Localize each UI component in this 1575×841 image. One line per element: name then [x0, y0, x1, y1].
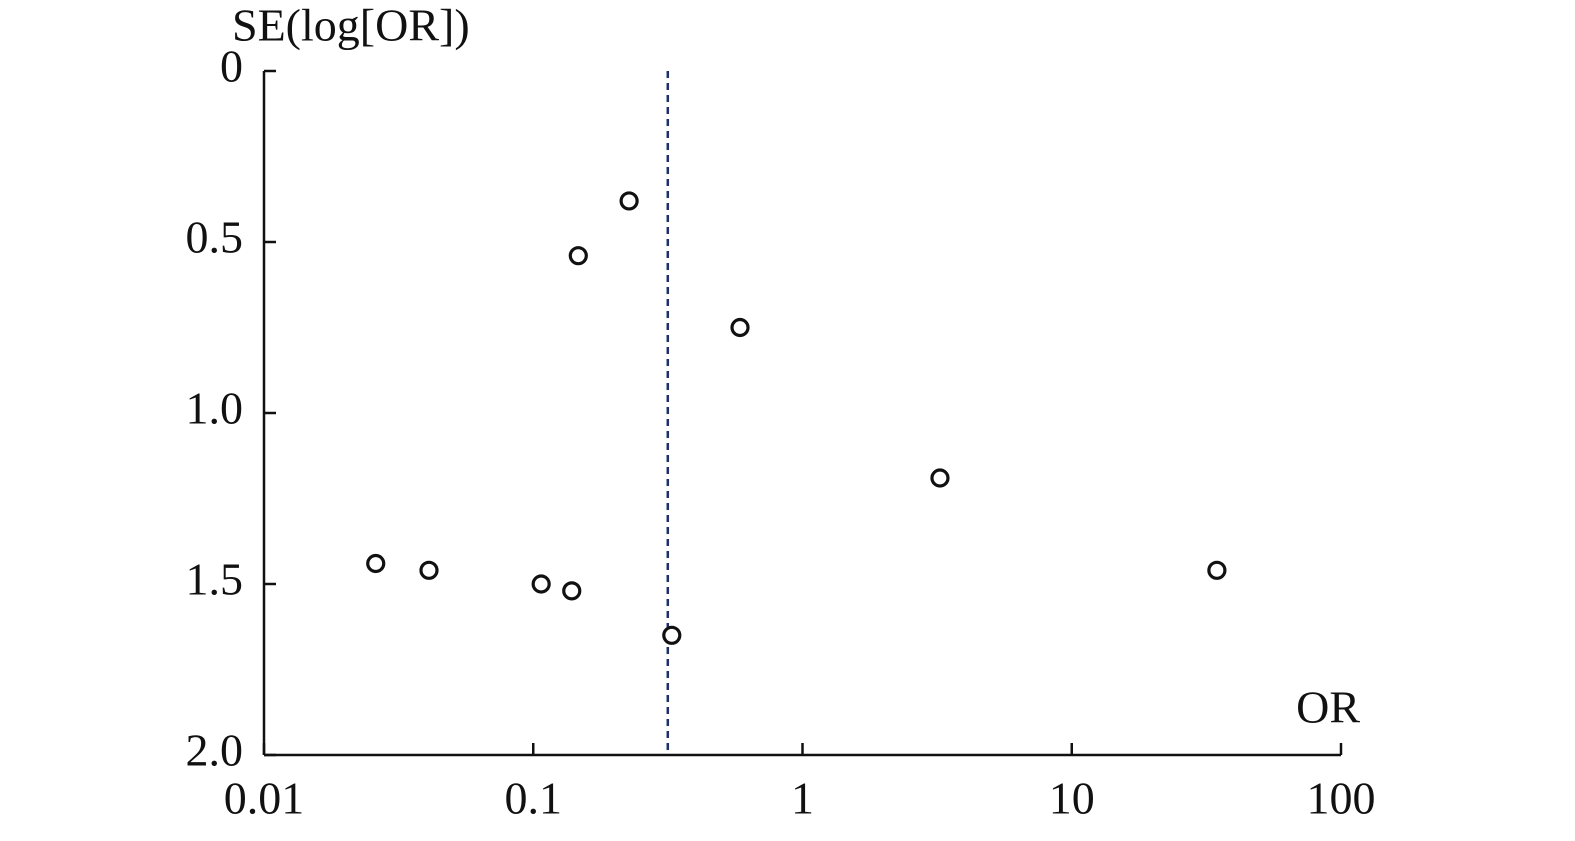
x-tick-label: 0.1: [505, 773, 563, 824]
point: [730, 317, 750, 338]
y-tick-label: 1.0: [186, 383, 244, 434]
point: [930, 468, 950, 488]
y-tick-label: 2.0: [186, 725, 244, 776]
y-axis-title: SE(log[OR]): [232, 0, 470, 51]
point: [619, 191, 639, 211]
y-tick-label: 0: [220, 41, 243, 92]
point: [419, 560, 439, 580]
x-tick-label: 100: [1307, 773, 1376, 824]
x-axis-title: OR: [1296, 682, 1360, 733]
point: [562, 581, 582, 601]
y-tick-label: 1.5: [186, 554, 244, 605]
x-tick-label: 1: [791, 773, 814, 824]
point: [366, 553, 386, 574]
y-tick-label: 0.5: [186, 212, 244, 263]
point: [1207, 560, 1227, 580]
x-tick-label: 0.01: [224, 773, 305, 824]
point: [531, 574, 551, 594]
point: [662, 625, 682, 645]
point: [568, 246, 588, 266]
x-tick-label: 10: [1049, 773, 1095, 824]
